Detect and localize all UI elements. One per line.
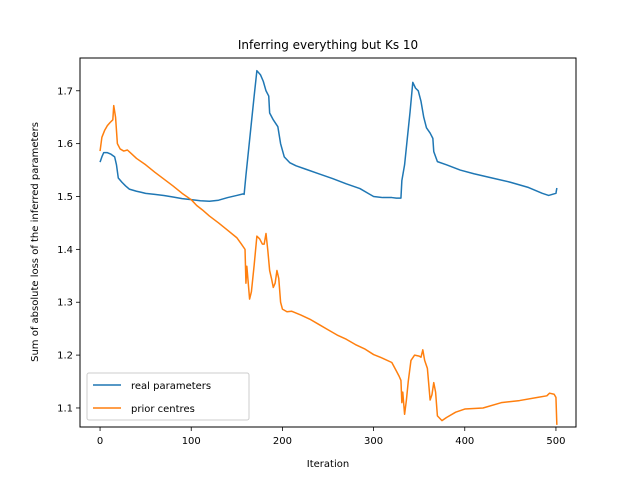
axes-frame <box>79 57 577 428</box>
y-tick-label: 1.5 <box>57 192 73 203</box>
y-tick-label: 1.7 <box>57 86 73 97</box>
x-tick-label: 100 <box>182 436 201 447</box>
y-tick-label: 1.3 <box>57 298 73 309</box>
plot-area <box>99 69 558 425</box>
x-axis-label: Iteration <box>307 459 349 470</box>
legend: real parameters prior centres <box>86 372 250 421</box>
y-axis-label: Sum of absolute loss of the inferred par… <box>30 122 41 362</box>
series-line-real-parameters <box>99 69 558 203</box>
legend-box <box>86 372 250 421</box>
y-tick-label: 1.1 <box>57 403 73 414</box>
x-tick-label: 400 <box>455 436 474 447</box>
chart-title: Inferring everything but Ks 10 <box>238 38 418 52</box>
y-tick-label: 1.6 <box>57 139 73 150</box>
legend-label-real-parameters: real parameters <box>131 381 211 392</box>
series-line-prior-centres <box>99 104 558 425</box>
x-tick-label: 200 <box>273 436 292 447</box>
y-tick-label: 1.2 <box>57 351 73 362</box>
y-tick-label: 1.4 <box>57 245 73 256</box>
x-tick-label: 500 <box>546 436 565 447</box>
legend-label-prior-centres: prior centres <box>131 404 195 415</box>
x-tick-label: 0 <box>97 436 103 447</box>
x-tick-label: 300 <box>364 436 383 447</box>
